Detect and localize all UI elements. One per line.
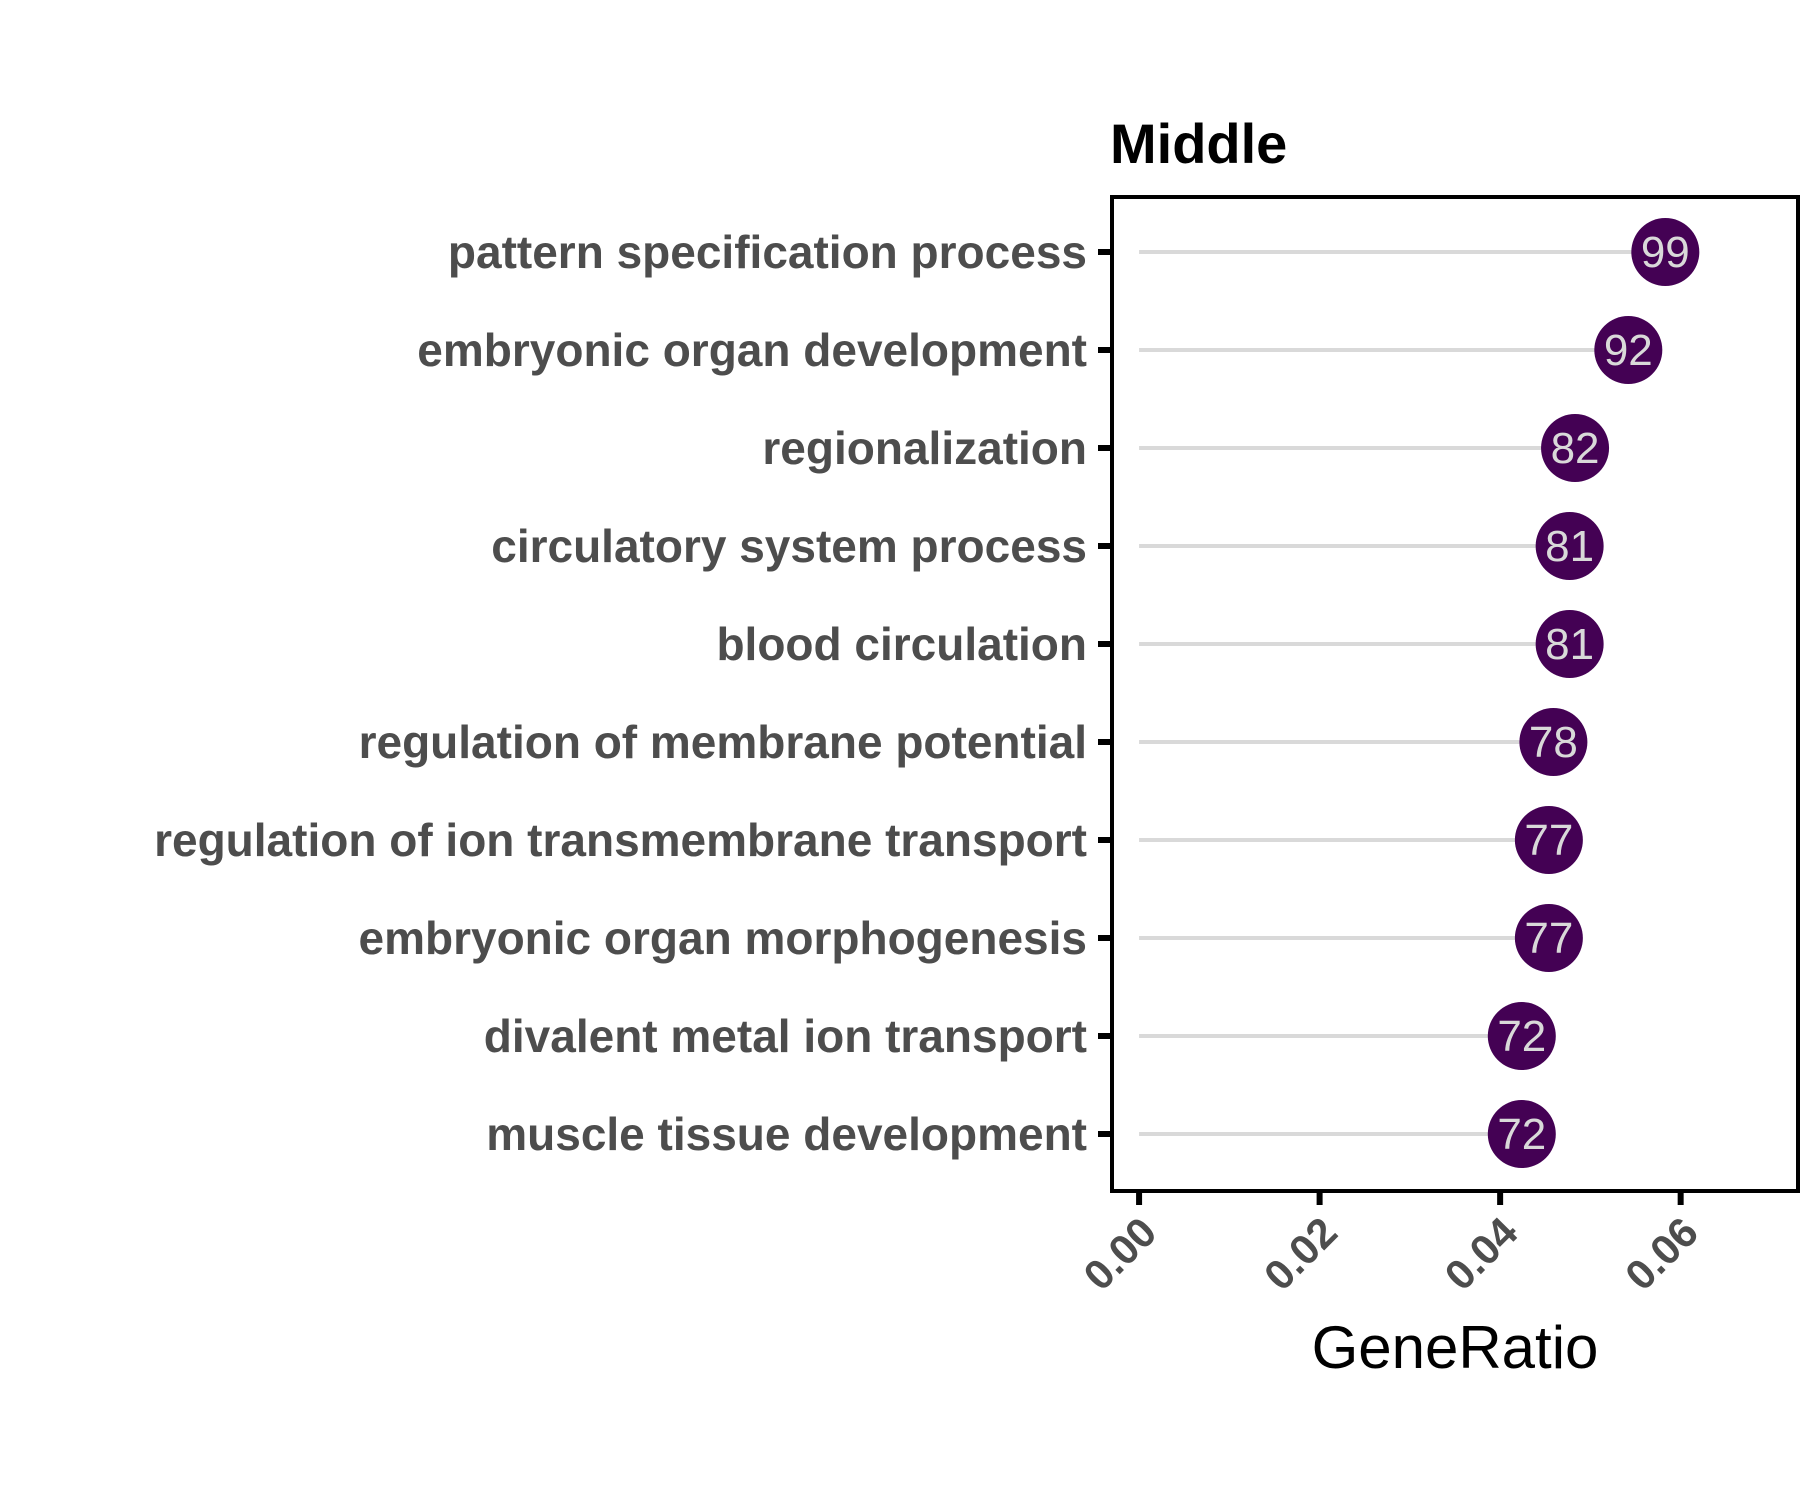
y-category-label: regulation of membrane potential	[359, 716, 1087, 768]
data-point	[1535, 610, 1604, 678]
x-tick-label: 0.00	[1074, 1208, 1165, 1299]
data-point	[1541, 414, 1610, 482]
count-label: 77	[1524, 914, 1573, 963]
x-tick-label: 0.06	[1616, 1208, 1707, 1299]
y-category-label: blood circulation	[716, 618, 1087, 670]
data-point	[1535, 512, 1604, 580]
plot-panel-border	[1110, 195, 1800, 1193]
count-label: 81	[1545, 522, 1594, 571]
y-category-label: regulation of ion transmembrane transpor…	[154, 814, 1087, 866]
y-category-label: pattern specification process	[448, 226, 1087, 278]
y-axis-labels: pattern specification process embryonic o…	[154, 226, 1112, 1160]
x-tick-label: 0.02	[1255, 1208, 1346, 1299]
data-point	[1519, 708, 1588, 776]
count-label: 81	[1545, 620, 1594, 669]
count-label: 77	[1524, 816, 1573, 865]
data-point	[1514, 904, 1583, 972]
data-point	[1487, 1100, 1556, 1168]
data-point	[1594, 316, 1663, 384]
y-category-label: embryonic organ development	[417, 324, 1087, 376]
count-label: 99	[1641, 228, 1690, 277]
count-label: 72	[1497, 1012, 1546, 1061]
stems-layer	[1139, 250, 1666, 1136]
count-label: 82	[1551, 424, 1600, 473]
x-axis: 0.00 0.02 0.04 0.06	[1074, 1191, 1707, 1299]
y-category-label: regionalization	[762, 422, 1087, 474]
chart-title: Middle	[1110, 112, 1287, 175]
y-category-label: circulatory system process	[491, 520, 1087, 572]
x-tick-label: 0.04	[1435, 1208, 1526, 1299]
y-category-label: muscle tissue development	[486, 1108, 1087, 1160]
data-point	[1487, 1002, 1556, 1070]
count-label: 92	[1604, 326, 1653, 375]
y-category-label: embryonic organ morphogenesis	[359, 912, 1087, 964]
count-label: 72	[1497, 1110, 1546, 1159]
count-label: 78	[1529, 718, 1578, 767]
x-axis-title: GeneRatio	[1312, 1314, 1599, 1381]
data-point	[1631, 218, 1700, 286]
data-point	[1514, 806, 1583, 874]
y-category-label: divalent metal ion transport	[484, 1010, 1087, 1062]
